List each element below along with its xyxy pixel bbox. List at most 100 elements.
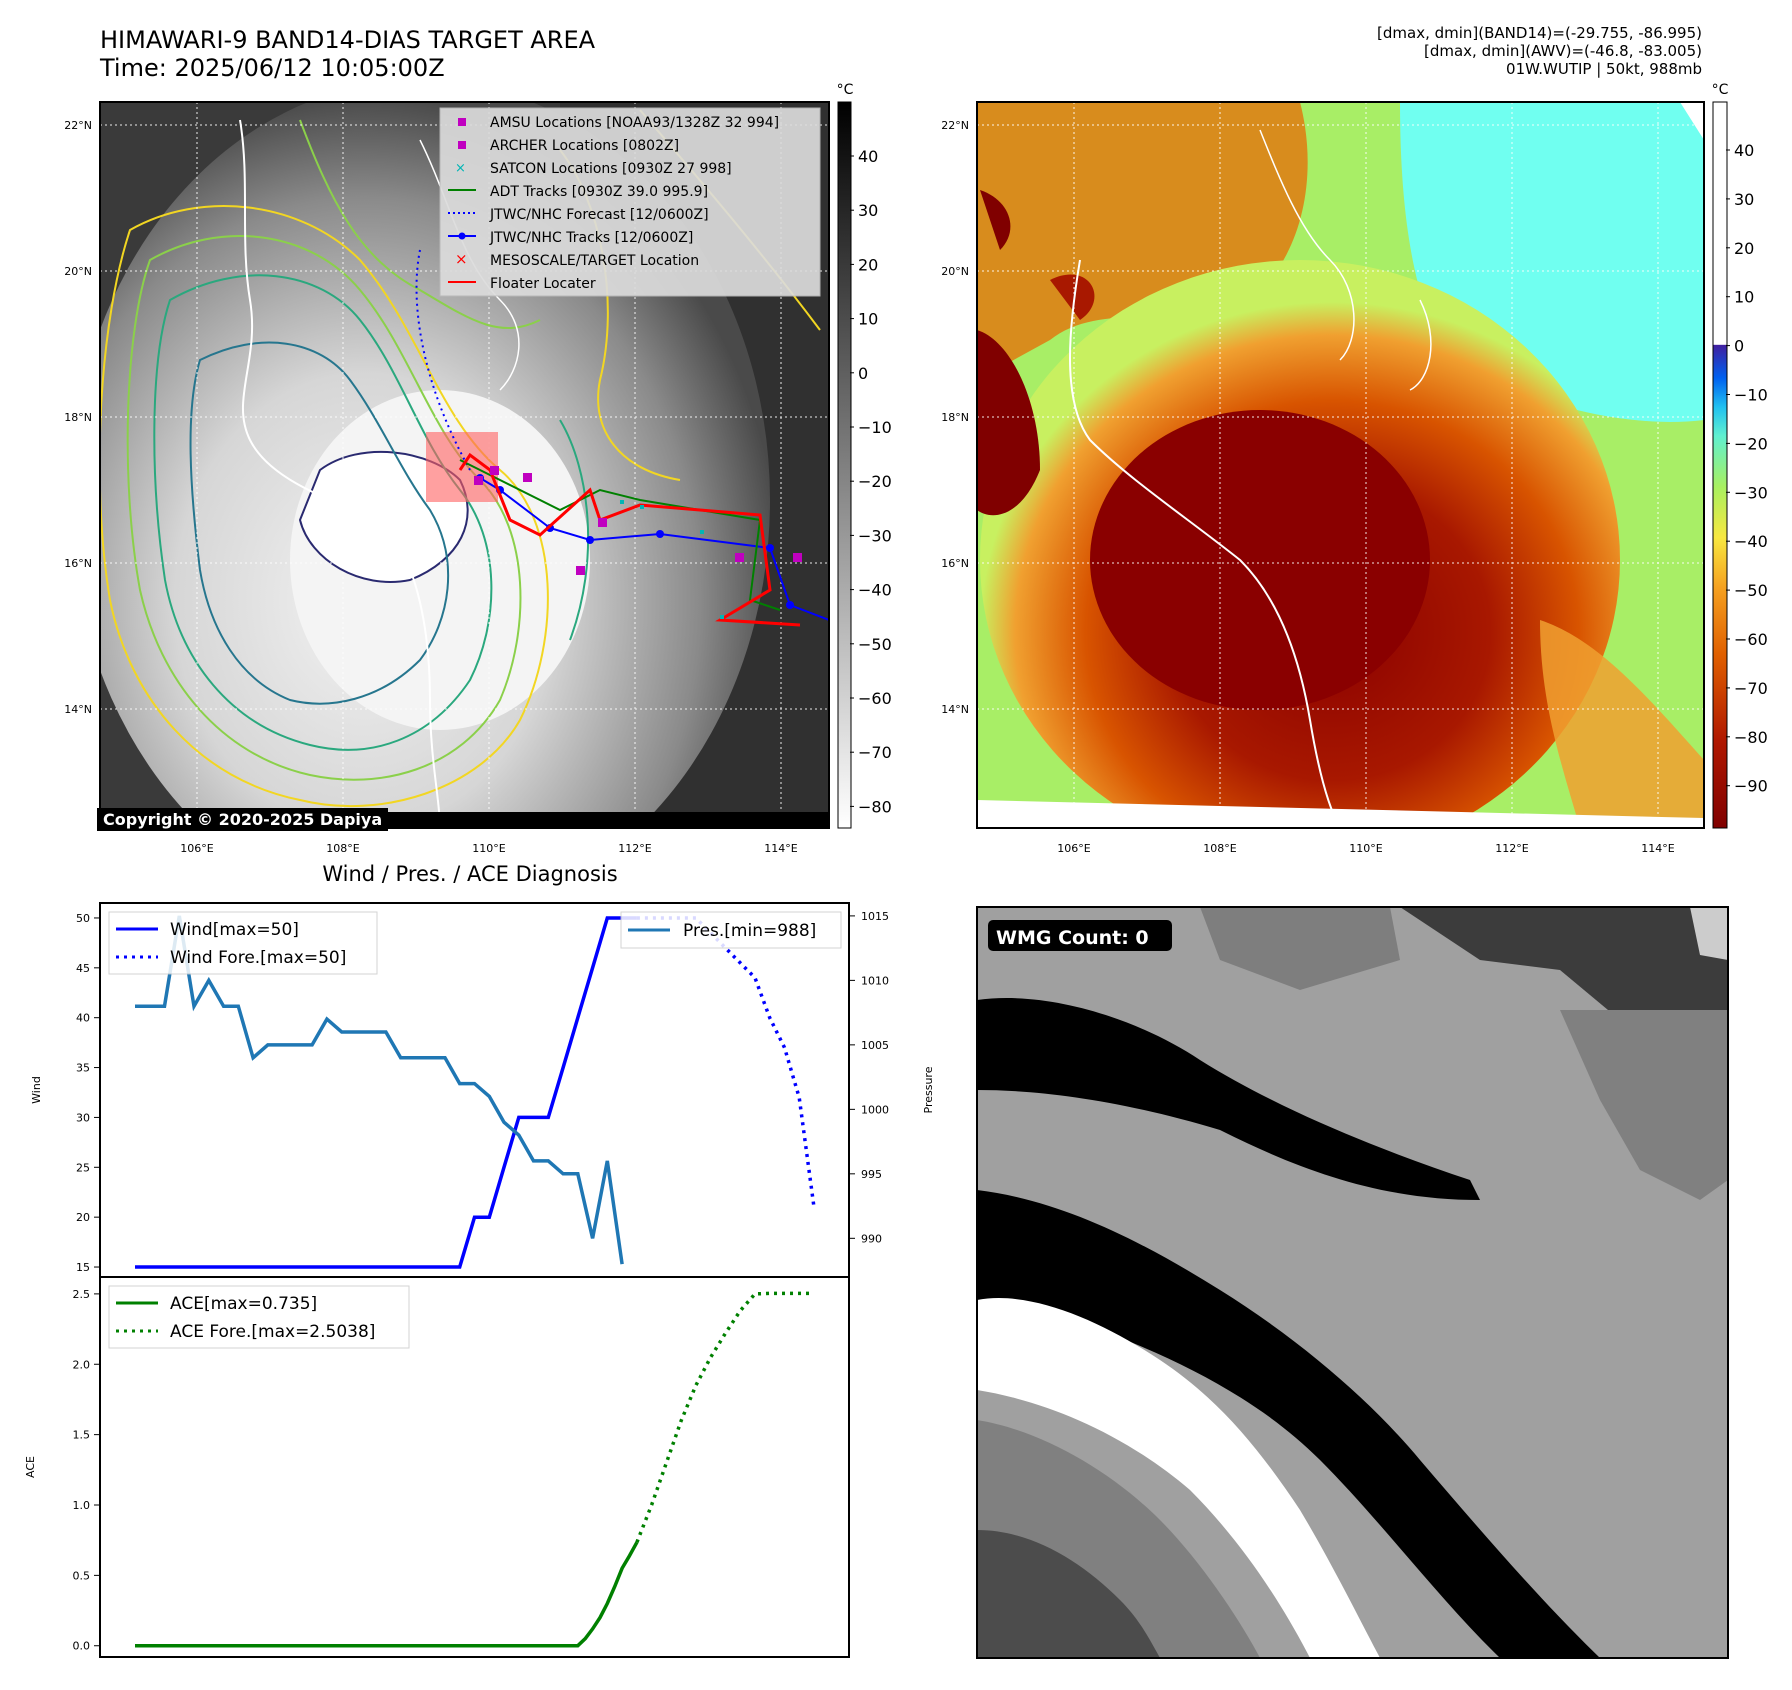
y-tick-label: 20 [76, 1211, 90, 1224]
colorbar-tick-label: −90 [1734, 777, 1768, 796]
right-map-panel: 106°E 108°E 110°E 112°E 114°E 22°N 20°N … [941, 82, 1768, 855]
colorbar-tick-label: −80 [858, 797, 892, 816]
colorbar-unit: °C [837, 82, 854, 98]
colorbar-tick-label: −60 [858, 689, 892, 708]
copyright-label: Copyright © 2020-2025 Dapiya [97, 808, 389, 831]
legend-jtwc-tracks: JTWC/NHC Tracks [12/0600Z] [489, 230, 693, 246]
colorbar-tick-label: −30 [858, 526, 892, 545]
right-colorbar-ticks: 40 30 20 10 0 −10 −20 −30 −40 −50 −60 −70 −80 −90 [1726, 141, 1768, 796]
lat-tick-label: 18°N [64, 411, 92, 424]
figure-time: Time: 2025/06/12 10:05:00Z [100, 54, 445, 82]
series-line-1 [635, 1291, 814, 1543]
svg-text:×: × [455, 250, 468, 268]
lon-tick-label: 114°E [764, 842, 797, 855]
lon-tick-label: 106°E [180, 842, 213, 855]
y-tick-label: 2.0 [73, 1358, 91, 1371]
ace-chart: 0.0 0.5 1.0 1.5 2.0 2.5 ACE ACE[max=0.735] AC… [24, 1276, 850, 1658]
pressure-y-ticks: 990 995 1000 1005 1010 1015 [849, 910, 889, 1245]
right-map-imagery [977, 102, 1704, 828]
left-map-lat-labels: 22°N 20°N 18°N 16°N 14°N [64, 119, 92, 716]
colorbar-tick-label: −70 [1734, 679, 1768, 698]
info-band14: [dmax, dmin](BAND14)=(-29.755, -86.995) [1377, 24, 1702, 42]
figure-info-block: [dmax, dmin](BAND14)=(-29.755, -86.995) … [1377, 24, 1702, 78]
wind-pressure-lines [135, 915, 816, 1269]
colorbar-tick-label: −50 [858, 635, 892, 654]
legend-amsu: AMSU Locations [NOAA93/1328Z 32 994] [490, 115, 779, 131]
y-tick-label: 50 [76, 912, 90, 925]
lat-tick-label: 22°N [941, 119, 969, 132]
y-tick-label: 15 [76, 1261, 90, 1274]
y-tick-label: 45 [76, 962, 90, 975]
colorbar-tick-label: 20 [858, 255, 878, 274]
lon-tick-label: 112°E [618, 842, 651, 855]
ace-lines [135, 1291, 814, 1648]
colorbar-tick-label: −40 [858, 581, 892, 600]
y-tick-label: 1000 [861, 1103, 889, 1116]
y-tick-label: 995 [861, 1168, 882, 1181]
colorbar-tick-label: −50 [1734, 581, 1768, 600]
colorbar-tick-label: 40 [1734, 141, 1754, 160]
colorbar-tick-label: −40 [1734, 532, 1768, 551]
colorbar-tick-label: −10 [1734, 386, 1768, 405]
colorbar-tick-label: −10 [858, 418, 892, 437]
ace-axis-label: ACE [24, 1456, 37, 1478]
series-line-0 [135, 1541, 639, 1648]
wmg-count-badge: WMG Count: 0 [996, 927, 1149, 949]
lon-tick-label: 108°E [1203, 842, 1236, 855]
colorbar-tick-label: 0 [1734, 337, 1744, 356]
lon-tick-label: 110°E [472, 842, 505, 855]
right-map-lon-labels: 106°E 108°E 110°E 112°E 114°E [1057, 842, 1674, 855]
info-storm: 01W.WUTIP | 50kt, 988mb [1506, 60, 1702, 78]
lon-tick-label: 108°E [326, 842, 359, 855]
left-map-panel: × × AMSU Locations [NOAA93/1328Z 32 994]… [64, 82, 892, 855]
left-map-legend: × × AMSU Locations [NOAA93/1328Z 32 994]… [439, 107, 821, 297]
lon-tick-label: 114°E [1641, 842, 1674, 855]
ace-legend: ACE[max=0.735] ACE Fore.[max=2.5038] [108, 1285, 410, 1349]
y-tick-label: 2.5 [73, 1288, 91, 1301]
series-line-2 [135, 915, 624, 1265]
lon-tick-label: 112°E [1495, 842, 1528, 855]
colorbar-unit: °C [1712, 82, 1729, 98]
pressure-axis-label: Pressure [922, 1066, 935, 1113]
legend-wind: Wind[max=50] [170, 920, 299, 940]
legend-mesoscale: MESOSCALE/TARGET Location [490, 253, 699, 269]
colorbar-tick-label: −30 [1734, 483, 1768, 502]
diagnosis-title: Wind / Pres. / ACE Diagnosis [322, 862, 618, 886]
colorbar-tick-label: 30 [1734, 190, 1754, 209]
lon-tick-label: 110°E [1349, 842, 1382, 855]
legend-archer: ARCHER Locations [0802Z] [490, 138, 679, 154]
ace-y-ticks: 0.0 0.5 1.0 1.5 2.0 2.5 [73, 1288, 100, 1653]
right-map-lat-labels: 22°N 20°N 18°N 16°N 14°N [941, 119, 969, 716]
colorbar-tick-label: 40 [858, 147, 878, 166]
svg-text:×: × [455, 161, 466, 176]
y-tick-label: 1010 [861, 974, 889, 987]
y-tick-label: 0.5 [73, 1569, 91, 1582]
colorbar-tick-label: −60 [1734, 630, 1768, 649]
lat-tick-label: 20°N [64, 265, 92, 278]
series-line-0 [135, 916, 637, 1269]
colorbar-tick-label: 20 [1734, 239, 1754, 258]
pressure-legend: Pres.[min=988] [620, 911, 842, 949]
info-awv: [dmax, dmin](AWV)=(-46.8, -83.005) [1423, 42, 1702, 60]
wmg-panel: WMG Count: 0 [976, 906, 1729, 1659]
legend-floater: Floater Locater [490, 276, 596, 292]
lat-tick-label: 22°N [64, 119, 92, 132]
wind-y-ticks: 15 20 25 30 35 40 45 50 [76, 912, 100, 1274]
colorbar-tick-label: −20 [858, 472, 892, 491]
colorbar-tick-label: −80 [1734, 728, 1768, 747]
y-tick-label: 25 [76, 1161, 90, 1174]
colorbar-tick-label: −70 [858, 743, 892, 762]
legend-ace-forecast: ACE Fore.[max=2.5038] [170, 1322, 375, 1342]
left-colorbar-ticks: 40 30 20 10 0 −10 −20 −30 −40 −50 −60 −70 −80 [850, 147, 892, 816]
figure-title: HIMAWARI-9 BAND14-DIAS TARGET AREA [100, 26, 596, 54]
y-tick-label: 1015 [861, 910, 889, 923]
lat-tick-label: 14°N [941, 703, 969, 716]
colorbar-tick-label: −20 [1734, 434, 1768, 453]
y-tick-label: 35 [76, 1062, 90, 1075]
lon-tick-label: 106°E [1057, 842, 1090, 855]
wmg-imagery [977, 907, 1728, 1658]
left-map-lon-labels: 106°E 108°E 110°E 112°E 114°E [180, 842, 797, 855]
lat-tick-label: 16°N [64, 557, 92, 570]
